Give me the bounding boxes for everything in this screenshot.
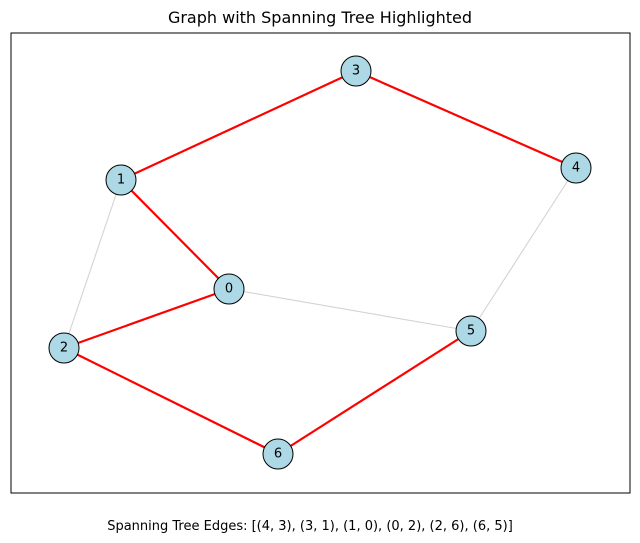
- graph-edge-0-5: [228, 288, 472, 332]
- node-6: 6: [262, 438, 294, 470]
- figure-title: Graph with Spanning Tree Highlighted: [168, 8, 472, 27]
- plot-frame: [10, 32, 631, 494]
- node-label-0: 0: [225, 282, 233, 297]
- nodes-layer: 0 1 2 3 4 5 6: [48, 55, 592, 470]
- node-circle-2: [48, 332, 80, 364]
- tree-edge-4-3: [355, 69, 577, 170]
- graph-edge-1-2: [63, 179, 122, 349]
- node-1: 1: [105, 164, 137, 196]
- tree-edge-3-1: [120, 70, 357, 181]
- node-4: 4: [560, 152, 592, 184]
- node-circle-6: [262, 438, 294, 470]
- node-label-1: 1: [117, 173, 125, 188]
- spanning-tree-caption: Spanning Tree Edges: [(4, 3), (3, 1), (1…: [107, 519, 513, 534]
- node-circle-0: [213, 273, 245, 305]
- node-circle-4: [560, 152, 592, 184]
- edges-layer: [63, 69, 577, 455]
- node-label-6: 6: [274, 447, 282, 462]
- node-label-4: 4: [572, 161, 580, 176]
- node-3: 3: [340, 55, 372, 87]
- node-label-5: 5: [467, 324, 475, 339]
- node-0: 0: [213, 273, 245, 305]
- tree-edge-2-6: [63, 347, 279, 455]
- tree-edge-1-0: [120, 179, 230, 290]
- node-5: 5: [455, 315, 487, 347]
- tree-edge-6-5: [277, 330, 472, 455]
- node-label-2: 2: [60, 341, 68, 356]
- node-circle-3: [340, 55, 372, 87]
- node-circle-5: [455, 315, 487, 347]
- node-label-3: 3: [352, 64, 360, 79]
- node-2: 2: [48, 332, 80, 364]
- tree-edge-0-2: [63, 287, 230, 350]
- graph-edge-4-5: [470, 167, 577, 332]
- node-circle-1: [105, 164, 137, 196]
